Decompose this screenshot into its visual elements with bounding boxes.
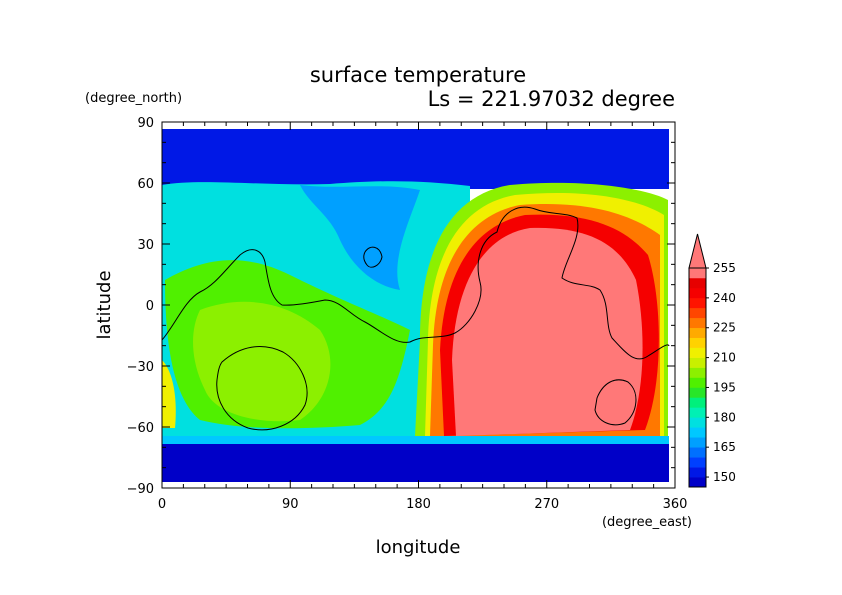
x-tick-label: 180 [406,497,431,512]
y-axis-label: latitude [94,270,115,339]
y-tick-label: 0 [146,299,154,314]
y-units-label: (degree_north) [85,91,182,106]
north-cap-region [162,129,669,189]
y-tick-label: −60 [127,421,154,436]
colorbar-swatch [689,277,706,289]
colorbar-label: 240 [713,291,736,305]
x-tick-label: 90 [282,497,299,512]
colorbar-swatch [689,437,706,448]
y-tick-label: −30 [127,360,154,375]
south-cap-region [162,440,669,482]
crater-contour-east [594,379,637,426]
colorbar-label: 210 [713,351,736,365]
colorbar-swatch [689,367,706,378]
colorbar-label: 255 [713,261,736,275]
x-tick-label: 360 [663,497,688,512]
axis-ticks [161,121,676,489]
x-units-label: (degree_east) [602,515,692,530]
colorbar-swatch [689,467,706,478]
colorbar-label: 165 [713,440,736,454]
colorbar-extend-arrow [688,233,707,269]
colorbar-swatch [689,417,706,428]
west-yellow-edge [162,360,176,428]
colorbar-swatch [689,387,706,398]
x-tick-label: 270 [534,497,559,512]
colorbar-swatch [689,377,706,388]
colorbar-label: 195 [713,380,736,394]
crater-contour-small [363,246,383,268]
colorbar-swatch [689,347,706,358]
colorbar-label: 225 [713,321,736,335]
colorbar-swatch [689,297,706,309]
south-cap-edge [162,436,669,444]
colorbar-swatch [689,447,706,458]
y-tick-label: 30 [137,238,154,253]
colorbar-swatch [689,268,706,279]
colorbar-swatch [689,407,706,418]
x-tick-label: 0 [158,497,166,512]
contour-lines [162,206,670,431]
colorbar-swatch [689,337,706,348]
colorbar-swatch [689,357,706,368]
colorbar-swatch [689,427,706,438]
west-green-light [193,301,331,422]
colorbar-frame [688,267,707,488]
colorbar-label: 150 [713,470,736,484]
colorbar-swatch [689,287,706,299]
crater-contour-west [216,346,308,431]
colorbar-swatch [689,307,706,319]
east-warm-core [452,227,643,436]
colorbar-swatch [689,457,706,468]
chart-subtitle: Ls = 221.97032 degree [428,87,675,111]
colorbar-swatch [689,477,706,488]
colorbar-swatch [689,327,706,338]
colorbar-swatch [689,317,706,329]
colorbar-swatch [689,397,706,408]
y-tick-label: 90 [137,116,154,131]
coastline-contour [162,206,670,360]
temperature-field [162,122,675,488]
chart-title: surface temperature [310,63,526,87]
axis-tick-labels: 0 90 180 270 360 90 60 30 0 −30 −60 −90 [127,116,688,512]
x-axis-label: longitude [376,537,461,558]
west-blue-patch [300,185,420,290]
y-tick-label: −90 [127,482,154,497]
colorbar: 255 240 225 210 195 180 165 150 [688,233,736,488]
colorbar-label: 180 [713,410,736,424]
y-tick-label: 60 [137,177,154,192]
